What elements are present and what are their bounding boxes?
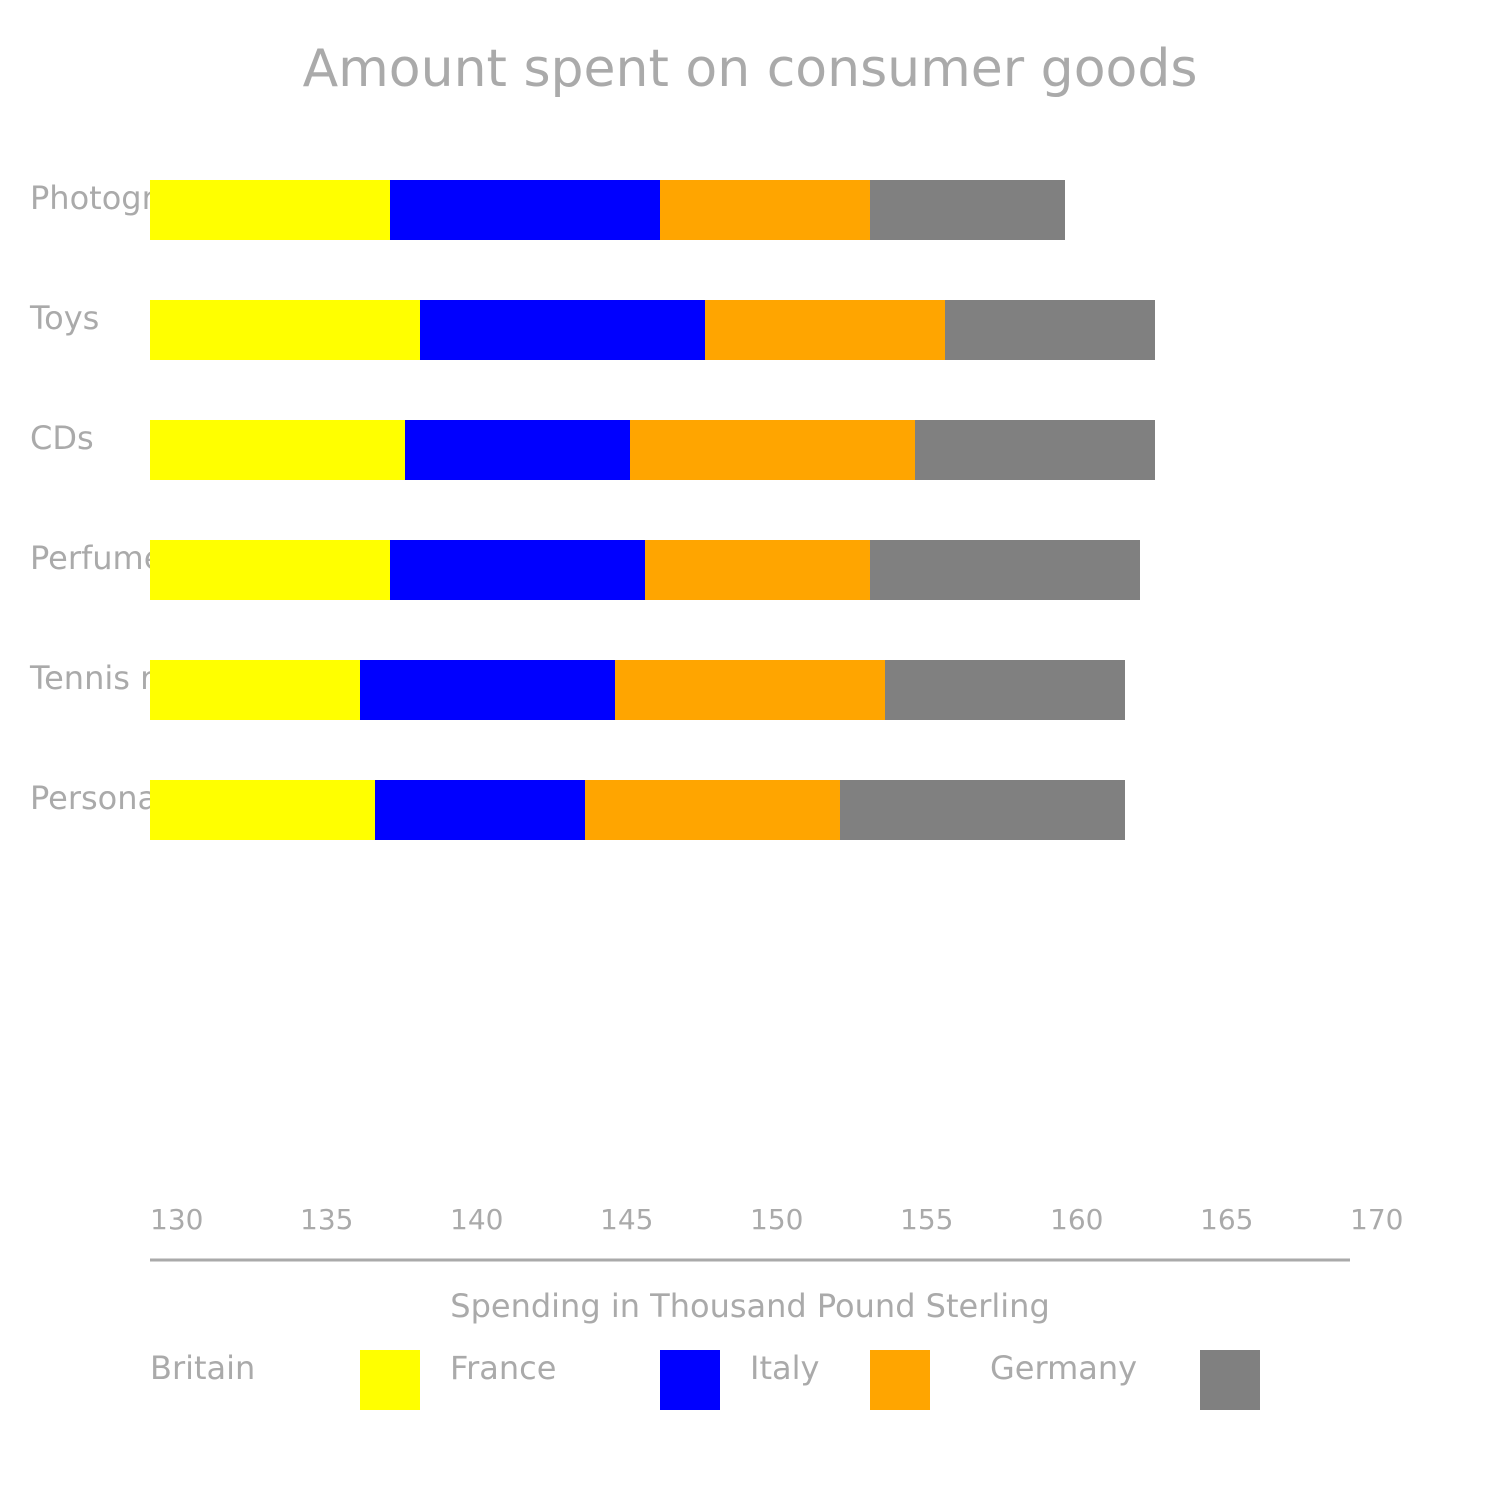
legend-swatch <box>360 1350 420 1410</box>
bar-segment <box>390 180 660 240</box>
x-tick-label: 130 <box>150 1203 203 1236</box>
x-tick-label: 160 <box>1050 1203 1103 1236</box>
bar-segment <box>705 300 945 360</box>
legend-label: Italy <box>750 1349 819 1387</box>
x-axis-label: Spending in Thousand Pound Sterling <box>450 1287 1050 1325</box>
legend-label: France <box>450 1349 556 1387</box>
y-tick-label: Perfume <box>30 539 163 577</box>
legend-swatch <box>660 1350 720 1410</box>
x-tick-label: 155 <box>900 1203 953 1236</box>
y-tick-label: Toys <box>29 299 99 337</box>
bar-segment <box>150 420 405 480</box>
bar-segment <box>945 300 1155 360</box>
x-tick-label: 150 <box>750 1203 803 1236</box>
bar-segment <box>405 420 630 480</box>
y-tick-label: CDs <box>30 419 94 457</box>
bar-segment <box>150 540 390 600</box>
bar-segment <box>360 660 615 720</box>
bar-segment <box>150 180 390 240</box>
x-tick-label: 135 <box>300 1203 353 1236</box>
bar-segment <box>150 780 375 840</box>
bar-segment <box>660 180 870 240</box>
bar-segment <box>885 660 1125 720</box>
bar-segment <box>150 300 420 360</box>
bar-segment <box>870 180 1065 240</box>
bar-segment <box>615 660 885 720</box>
bar-segment <box>630 420 915 480</box>
bar-segment <box>645 540 870 600</box>
bar-segment <box>585 780 840 840</box>
bar-segment <box>150 660 360 720</box>
bar-segment <box>915 420 1155 480</box>
x-tick-label: 170 <box>1350 1203 1403 1236</box>
bar-segment <box>375 780 585 840</box>
x-tick-label: 165 <box>1200 1203 1253 1236</box>
legend-label: Britain <box>150 1349 255 1387</box>
bar-segment <box>840 780 1125 840</box>
x-tick-label: 140 <box>450 1203 503 1236</box>
bar-segment <box>390 540 645 600</box>
bar-segment <box>420 300 705 360</box>
legend-swatch <box>1200 1350 1260 1410</box>
chart-title: Amount spent on consumer goods <box>303 39 1198 99</box>
legend-label: Germany <box>990 1349 1137 1387</box>
x-tick-label: 145 <box>600 1203 653 1236</box>
legend-swatch <box>870 1350 930 1410</box>
bar-segment <box>870 540 1140 600</box>
